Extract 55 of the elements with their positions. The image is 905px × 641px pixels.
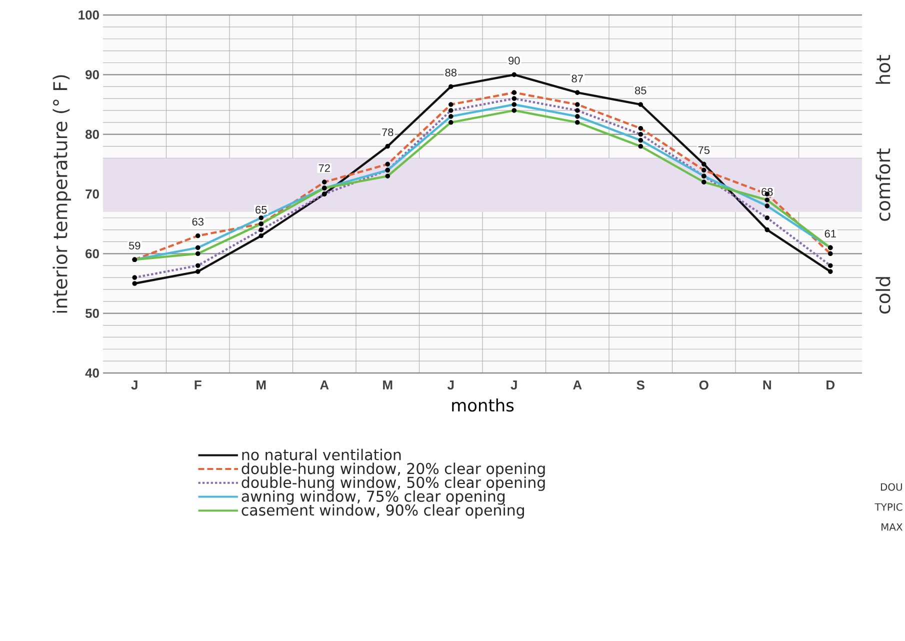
text: TYPIC bbox=[874, 503, 902, 511]
data-label: 87 bbox=[572, 74, 583, 82]
text: MAX bbox=[882, 523, 902, 531]
data-label: 88 bbox=[445, 68, 456, 76]
point bbox=[448, 84, 454, 89]
data-label: 78 bbox=[382, 128, 394, 136]
x-tick-label: M bbox=[256, 380, 266, 390]
y-tick-label: 80 bbox=[85, 130, 99, 139]
point bbox=[385, 144, 390, 149]
legend-label: double-hung window, 50% clear opening bbox=[242, 476, 545, 491]
x-tick-label: D bbox=[826, 380, 835, 390]
x-tick-label: O bbox=[699, 380, 708, 390]
y-tick-label: 40 bbox=[85, 368, 99, 378]
y-tick-label: 60 bbox=[86, 249, 99, 258]
data-label: 90 bbox=[508, 56, 520, 65]
data-label: 85 bbox=[635, 86, 646, 94]
point bbox=[195, 269, 200, 274]
point bbox=[701, 162, 706, 167]
x-axis-title: months bbox=[452, 398, 514, 412]
data-label: 59 bbox=[128, 242, 140, 250]
point bbox=[258, 233, 264, 238]
text: DOU bbox=[880, 483, 902, 491]
point bbox=[322, 192, 327, 196]
x-tick-label: S bbox=[636, 380, 644, 390]
point bbox=[764, 227, 770, 232]
x-tick-label: J bbox=[131, 380, 138, 390]
point bbox=[828, 269, 833, 274]
data-label: 63 bbox=[192, 218, 204, 226]
y-tick-label: 50 bbox=[85, 308, 99, 318]
y-tick-label: 100 bbox=[78, 10, 99, 20]
x-tick-label: A bbox=[320, 380, 329, 390]
point bbox=[512, 72, 517, 78]
data-label: 61 bbox=[824, 230, 836, 238]
x-tick-label: A bbox=[573, 380, 582, 390]
text: hot bbox=[876, 54, 890, 84]
point bbox=[574, 90, 580, 95]
x-tick-label: J bbox=[510, 380, 517, 390]
point bbox=[638, 102, 644, 107]
legend-label: no natural ventilation bbox=[242, 448, 401, 460]
legend-label: double-hung window, 20% clear opening bbox=[242, 462, 545, 478]
legend-label: awning window, 75% clear opening bbox=[242, 490, 505, 505]
data-label: 65 bbox=[256, 206, 267, 214]
y-tick-label: 90 bbox=[86, 70, 99, 80]
x-tick-label: J bbox=[447, 380, 454, 390]
legend-label: casement window, 90% clear opening bbox=[242, 504, 524, 519]
y-axis-title: interior temperature (° F) bbox=[52, 75, 72, 313]
band-label: comfort bbox=[876, 148, 890, 221]
x-tick-label: M bbox=[383, 380, 392, 390]
data-label: 75 bbox=[698, 146, 710, 154]
x-tick-label: N bbox=[763, 380, 771, 390]
point bbox=[132, 281, 138, 286]
data-label: 72 bbox=[318, 164, 330, 172]
x-tick-label: F bbox=[194, 380, 202, 390]
text: cold bbox=[876, 277, 890, 314]
y-tick-label: 70 bbox=[86, 189, 99, 199]
